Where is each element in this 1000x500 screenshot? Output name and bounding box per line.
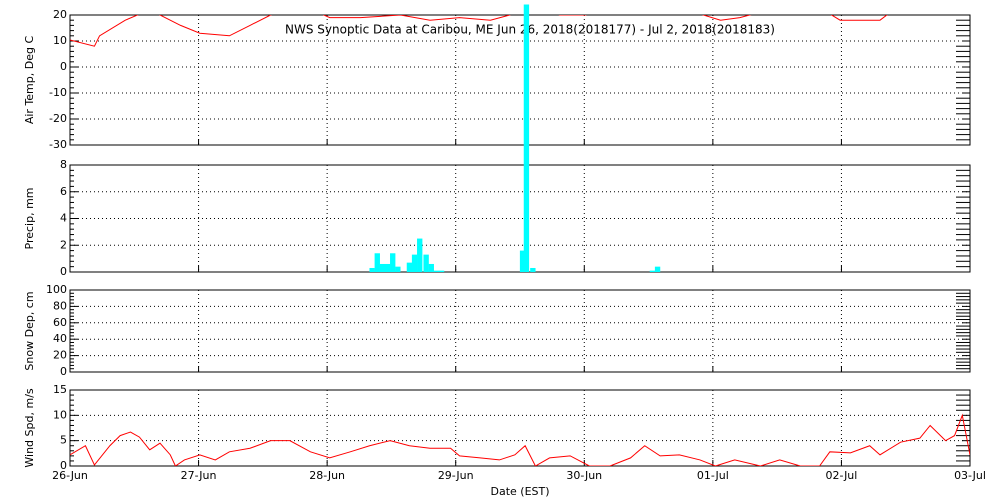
x-tick-label: 30-Jun [566, 469, 602, 482]
bar [423, 254, 429, 272]
y-tick-label: 5 [60, 434, 67, 447]
bar [519, 250, 526, 272]
y-tick-label: 0 [60, 365, 67, 378]
bar [369, 267, 375, 272]
bar [530, 267, 536, 272]
bar [428, 263, 434, 272]
bar [390, 253, 396, 272]
y-tick-label: 80 [53, 299, 67, 312]
bar [649, 270, 656, 272]
bar [374, 253, 380, 272]
y-tick-label: 2 [60, 238, 67, 251]
y-tick-label: 8 [60, 158, 67, 171]
y-tick-label: 0 [60, 459, 67, 472]
y-tick-label: -30 [49, 138, 67, 151]
x-tick-label: 01-Jul [697, 469, 729, 482]
y-tick-label: 20 [53, 349, 67, 362]
bar [384, 263, 391, 272]
bar [654, 266, 661, 272]
y-tick-label: 40 [53, 332, 67, 345]
y-tick-label: -20 [49, 112, 67, 125]
y-tick-label: 20 [53, 8, 67, 21]
plot-frame [69, 14, 971, 146]
y-tick-label: 100 [46, 283, 67, 296]
y-tick-label: 4 [60, 212, 67, 225]
plot-frame [69, 289, 971, 373]
x-tick-label: 28-Jun [309, 469, 345, 482]
y-axis-label: Snow Dep, cm [23, 291, 36, 370]
bar [411, 254, 418, 272]
bar [379, 263, 386, 272]
data-line [70, 413, 970, 466]
x-tick-label: 26-Jun [52, 469, 88, 482]
bar [438, 270, 445, 272]
y-tick-label: 10 [53, 408, 67, 421]
y-axis-label: Air Temp, Deg C [23, 36, 36, 125]
x-tick-label: 03-Jul [954, 469, 986, 482]
y-tick-label: -10 [49, 86, 67, 99]
y-tick-label: 0 [60, 60, 67, 73]
y-tick-label: 15 [53, 383, 67, 396]
x-axis-label: Date (EST) [490, 485, 549, 498]
data-line [70, 15, 888, 47]
y-tick-label: 6 [60, 185, 67, 198]
bar [433, 270, 440, 272]
y-tick-label: 0 [60, 265, 67, 278]
x-tick-label: 02-Jul [825, 469, 857, 482]
x-tick-label: 27-Jun [181, 469, 217, 482]
bar [406, 262, 413, 272]
y-tick-label: 10 [53, 34, 67, 47]
y-tick-label: 60 [53, 316, 67, 329]
plot-frame [69, 389, 971, 467]
x-tick-label: 29-Jun [438, 469, 474, 482]
chart-title: NWS Synoptic Data at Caribou, ME Jun 26,… [285, 23, 775, 37]
y-axis-label: Wind Spd, m/s [23, 388, 36, 468]
bar [395, 266, 401, 272]
bar [523, 4, 530, 272]
y-axis-label: Precip, mm [23, 188, 36, 250]
bar [417, 238, 423, 272]
